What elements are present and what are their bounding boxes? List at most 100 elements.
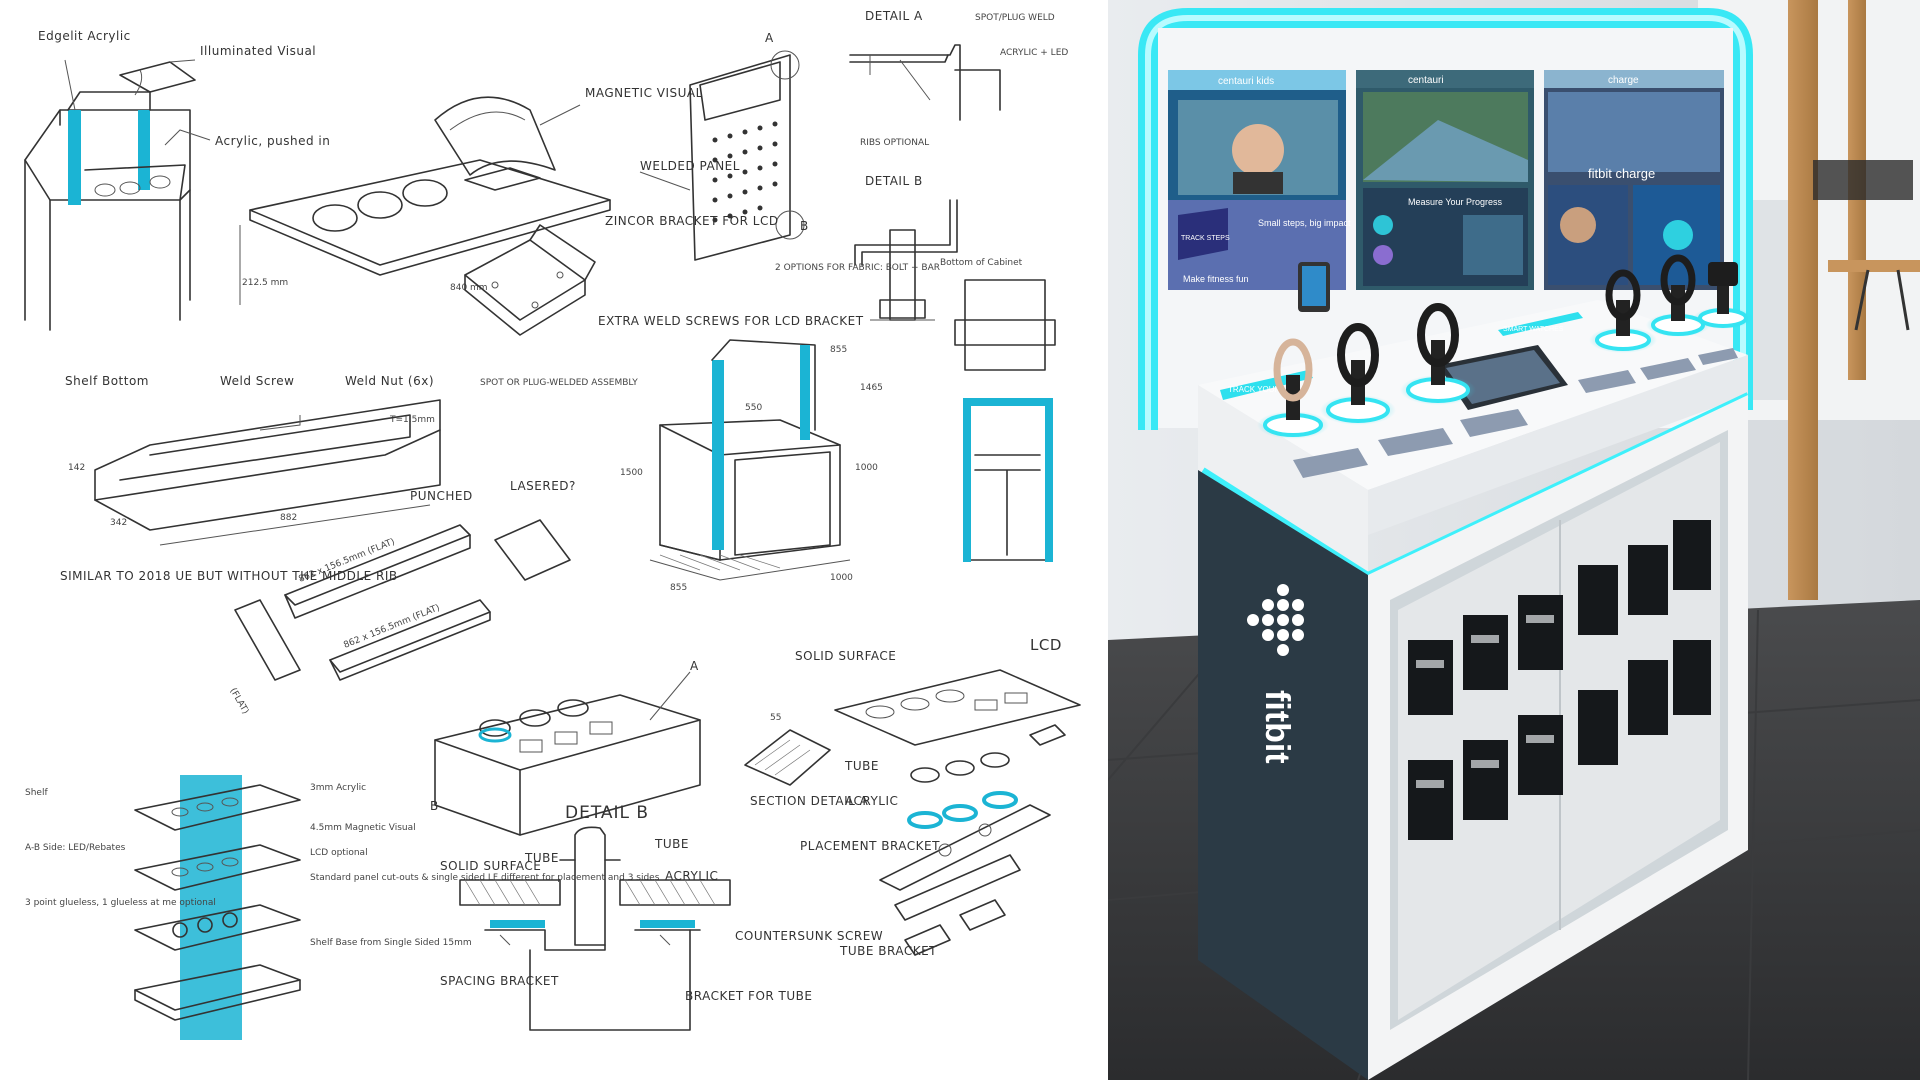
label-bracket-tube: BRACKET FOR TUBE bbox=[685, 989, 812, 1003]
label-solid-surface-1: SOLID SURFACE bbox=[795, 649, 896, 663]
label-tube-1: TUBE bbox=[844, 759, 879, 773]
watch-pod bbox=[1400, 303, 1476, 405]
label-solid-surface-2: SOLID SURFACE bbox=[440, 859, 541, 873]
label-dim-1500: 1500 bbox=[620, 468, 643, 478]
label-zincor-bracket: ZINCOR BRACKET FOR LCD bbox=[605, 214, 779, 228]
label-detail-b2: DETAIL B bbox=[565, 803, 649, 823]
sketch-cabinet-front bbox=[954, 279, 1056, 562]
watch-pod bbox=[1693, 262, 1753, 329]
label-tube-2: TUBE bbox=[524, 851, 559, 865]
edge-lit-acrylic-strip bbox=[68, 110, 81, 205]
label-illuminated-visual: Illuminated Visual bbox=[200, 44, 316, 58]
panel-centauri: centauri Measure Your Progress bbox=[1356, 70, 1534, 290]
label-tube-3: TUBE bbox=[654, 837, 689, 851]
label-dim-855: 855 bbox=[670, 583, 687, 593]
design-sketch-sheet: Edgelit Acrylic Illuminated Visual Acryl… bbox=[24, 9, 1081, 1040]
label-spot-or-plug: SPOT OR PLUG-WELDED ASSEMBLY bbox=[480, 378, 638, 388]
cabinet-side-panel bbox=[1198, 470, 1368, 1080]
watch-pod bbox=[1320, 323, 1396, 425]
sketch-magnetic-visual: 212.5 mm 840 mm MAGNETIC VISUAL bbox=[239, 86, 703, 305]
label-thickness: T=1.5mm bbox=[389, 415, 435, 425]
label-spot-plug-weld: SPOT/PLUG WELD bbox=[975, 13, 1055, 23]
sketch-welded-panel: A B WELDED PANEL ZINCOR BRACKET FOR LCD bbox=[605, 31, 809, 261]
label-lcd-optional: LCD optional bbox=[310, 848, 368, 858]
label-two-options: 2 OPTIONS FOR FABRIC: BOLT + BAR bbox=[775, 263, 940, 273]
strip-left-label: TRACK YOUR bbox=[1228, 385, 1281, 394]
marker-b2: B bbox=[430, 799, 439, 813]
label-spacing-bracket: SPACING BRACKET bbox=[440, 974, 559, 988]
panel1-body: Make fitness fun bbox=[1183, 274, 1249, 284]
label-section-detail: SECTION DETAIL A bbox=[750, 794, 869, 808]
label-ab-side: A-B Side: LED/Rebates bbox=[25, 843, 126, 853]
label-dim-55: 55 bbox=[770, 713, 781, 723]
marker-b: B bbox=[800, 219, 809, 233]
sketch-lcd-bracket: EXTRA WELD SCREWS FOR LCD BRACKET bbox=[464, 224, 864, 336]
label-flat-2: 862 x 156.5mm (FLAT) bbox=[342, 603, 441, 651]
panel-charge: charge fitbit charge bbox=[1544, 70, 1724, 290]
sketch-detail-a: DETAIL A SPOT/PLUG WELD ACRYLIC + LED RI… bbox=[849, 9, 1068, 148]
label-dim-1000: 1000 bbox=[855, 463, 878, 473]
panel3-title: charge bbox=[1608, 75, 1639, 86]
fitbit-logo bbox=[1247, 584, 1304, 656]
label-acrylic-led: ACRYLIC + LED bbox=[1000, 48, 1068, 58]
sketch-countertop: A B bbox=[430, 659, 701, 836]
panel3-headline: fitbit charge bbox=[1588, 166, 1655, 181]
label-edge-lit-acrylic: Edgelit Acrylic bbox=[38, 29, 131, 43]
label-weld-screw: Weld Screw bbox=[220, 374, 294, 388]
label-dim-855b: 855 bbox=[830, 345, 847, 355]
label-lcd: LCD bbox=[1030, 636, 1062, 654]
sketch-overview: Edgelit Acrylic Illuminated Visual Acryl… bbox=[24, 29, 330, 331]
cabinet-acrylic-edge bbox=[712, 360, 724, 550]
label-detail-a: DETAIL A bbox=[865, 9, 923, 23]
label-acrylic-1: ACRYLIC bbox=[845, 794, 898, 808]
label-standard-panel: Standard panel cut-outs & single sided L… bbox=[310, 873, 660, 883]
sketch-detail-b: DETAIL B Bottom of Cabinet 2 OPTIONS FOR… bbox=[775, 174, 1023, 321]
display-photo: centauri kids Small steps, big impact TR… bbox=[1108, 0, 1920, 1080]
label-similar-note: SIMILAR TO 2018 UE BUT WITHOUT THE MIDDL… bbox=[60, 569, 398, 583]
label-dim-882: 882 bbox=[280, 513, 297, 523]
label-dim-342: 342 bbox=[110, 518, 127, 528]
watch-pod bbox=[1257, 338, 1329, 439]
label-shelf-bottom: Shelf Bottom bbox=[65, 374, 149, 388]
label-three-points: 3 point glueless, 1 glueless at me optio… bbox=[25, 898, 216, 908]
label-magnetic-visual: MAGNETIC VISUAL bbox=[585, 86, 703, 100]
panel1-headline: Small steps, big impact bbox=[1258, 218, 1351, 228]
marker-a: A bbox=[765, 31, 774, 45]
sketch-shelf-exploded: Shelf 3mm Acrylic 4.5mm Magnetic Visual … bbox=[25, 775, 660, 1040]
label-lasered: LASERED? bbox=[510, 479, 576, 493]
sketch-detail-b2: DETAIL B TUBE TUBE SOLID SURFACE ACRYLIC… bbox=[440, 803, 883, 1031]
label-dim-212: 212.5 mm bbox=[242, 278, 288, 288]
watch-pod bbox=[1589, 269, 1657, 353]
label-placement-bracket: PLACEMENT BRACKET bbox=[800, 839, 940, 853]
label-dim-840: 840 mm bbox=[450, 283, 488, 293]
label-weld-nut: Weld Nut (6x) bbox=[345, 374, 434, 388]
label-punched: PUNCHED bbox=[410, 489, 473, 503]
label-acrylic-3mm: 3mm Acrylic bbox=[310, 783, 366, 793]
label-detail-b: DETAIL B bbox=[865, 174, 923, 188]
label-flat-3: (FLAT) bbox=[227, 687, 250, 717]
strip-right-label: SMART WATCHES bbox=[1503, 326, 1564, 333]
label-dim-142: 142 bbox=[68, 463, 85, 473]
panel1-badge: TRACK STEPS bbox=[1181, 235, 1230, 242]
label-ribs-optional: RIBS OPTIONAL bbox=[860, 138, 929, 148]
label-welded-panel: WELDED PANEL bbox=[640, 159, 740, 173]
sketch-section-a: 55 SECTION DETAIL A bbox=[744, 713, 869, 808]
sketch-solid-surface: SOLID SURFACE LCD TUBE ACRYLIC PLACEMENT… bbox=[795, 636, 1081, 958]
label-dim-1465: 1465 bbox=[860, 383, 883, 393]
label-magnetic-4: 4.5mm Magnetic Visual bbox=[310, 823, 416, 833]
fitbit-wordmark: fitbit bbox=[1258, 690, 1296, 764]
label-shelf: Shelf bbox=[25, 788, 48, 798]
label-extra-weld-screws: EXTRA WELD SCREWS FOR LCD BRACKET bbox=[598, 314, 864, 328]
label-acrylic-pushed-in: Acrylic, pushed in bbox=[215, 134, 330, 148]
label-countersunk: COUNTERSUNK SCREW bbox=[735, 929, 883, 943]
panel-centauri-kids: centauri kids Small steps, big impact TR… bbox=[1168, 70, 1351, 312]
label-tube-bracket: TUBE BRACKET bbox=[839, 944, 937, 958]
panel2-headline: Measure Your Progress bbox=[1408, 197, 1503, 207]
sketch-shelf-bottom: Shelf Bottom Weld Screw Weld Nut (6x) T=… bbox=[65, 374, 441, 546]
label-dim-550: 550 bbox=[745, 403, 762, 413]
cabinet: fitbit bbox=[1198, 395, 1748, 1080]
panel2-title: centauri bbox=[1408, 75, 1444, 86]
label-shelf-base: Shelf Base from Single Sided 15mm bbox=[310, 938, 472, 948]
marker-a2: A bbox=[690, 659, 699, 673]
